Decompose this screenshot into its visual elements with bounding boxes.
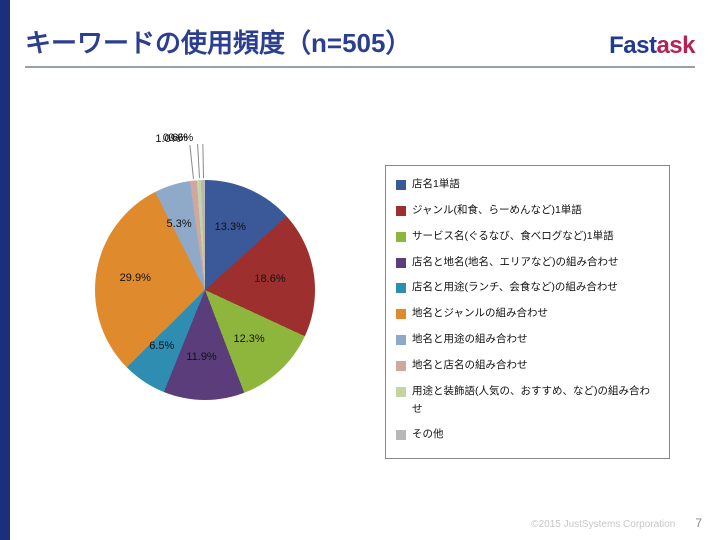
legend-label: 店名1単語 bbox=[412, 176, 659, 194]
legend-swatch bbox=[396, 335, 406, 345]
header: キーワードの使用頻度（n=505） Fastask bbox=[25, 18, 695, 68]
logo-prefix: Fast bbox=[609, 32, 656, 59]
slice-label: 12.3% bbox=[234, 333, 265, 345]
legend-item: 地名とジャンルの組み合わせ bbox=[396, 305, 659, 323]
pie-chart-area: 13.3%18.6%12.3%11.9%6.5%29.9%5.3%1.0%0.6… bbox=[60, 140, 350, 430]
slice-label: 5.3% bbox=[167, 218, 192, 230]
legend-swatch bbox=[396, 430, 406, 440]
legend-item: 用途と装飾語(人気の、おすすめ、など)の組み合わせ bbox=[396, 383, 659, 419]
left-accent-bar bbox=[0, 0, 10, 540]
legend-label: 用途と装飾語(人気の、おすすめ、など)の組み合わせ bbox=[412, 383, 659, 419]
legend-item: ジャンル(和食、らーめんなど)1単語 bbox=[396, 202, 659, 220]
legend-swatch bbox=[396, 258, 406, 268]
legend-swatch bbox=[396, 180, 406, 190]
legend-swatch bbox=[396, 232, 406, 242]
legend-label: 地名と店名の組み合わせ bbox=[412, 357, 659, 375]
legend-swatch bbox=[396, 309, 406, 319]
slice-label: 0.6% bbox=[168, 132, 193, 144]
leader-line bbox=[189, 145, 194, 179]
slice-label: 13.3% bbox=[215, 221, 246, 233]
page-title: キーワードの使用頻度（n=505） bbox=[25, 23, 411, 60]
legend-label: サービス名(ぐるなび、食べログなど)1単語 bbox=[412, 228, 659, 246]
slide-page: キーワードの使用頻度（n=505） Fastask 13.3% 18.6% 12.3… bbox=[0, 0, 720, 540]
pie-chart bbox=[95, 180, 315, 400]
legend-label: 地名と用途の組み合わせ bbox=[412, 331, 659, 349]
leader-line bbox=[197, 144, 200, 178]
pie-wrap: 13.3%18.6%12.3%11.9%6.5%29.9%5.3%1.0%0.6… bbox=[95, 180, 315, 400]
legend-item: 地名と店名の組み合わせ bbox=[396, 357, 659, 375]
legend-item: その他 bbox=[396, 426, 659, 444]
slice-label: 29.9% bbox=[120, 272, 151, 284]
slice-label: 11.9% bbox=[186, 351, 216, 363]
page-number: 7 bbox=[695, 516, 702, 530]
legend-label: 店名と地名(地名、エリアなど)の組み合わせ bbox=[412, 254, 659, 272]
legend-swatch bbox=[396, 361, 406, 371]
legend-label: ジャンル(和食、らーめんなど)1単語 bbox=[412, 202, 659, 220]
footer: ©2015 JustSystems Corporation 7 bbox=[531, 516, 702, 530]
legend-label: その他 bbox=[412, 426, 659, 444]
legend-item: 地名と用途の組み合わせ bbox=[396, 331, 659, 349]
brand-logo: Fastask bbox=[609, 32, 695, 60]
legend-swatch bbox=[396, 387, 406, 397]
logo-suffix: ask bbox=[656, 32, 695, 59]
legend-item: 店名1単語 bbox=[396, 176, 659, 194]
legend-label: 店名と用途(ランチ、会食など)の組み合わせ bbox=[412, 279, 659, 297]
copyright: ©2015 JustSystems Corporation bbox=[531, 519, 675, 530]
leader-line bbox=[202, 144, 204, 178]
legend-item: サービス名(ぐるなび、食べログなど)1単語 bbox=[396, 228, 659, 246]
legend-swatch bbox=[396, 283, 406, 293]
legend-swatch bbox=[396, 206, 406, 216]
slice-label: 6.5% bbox=[149, 340, 174, 352]
legend-label: 地名とジャンルの組み合わせ bbox=[412, 305, 659, 323]
legend-item: 店名と地名(地名、エリアなど)の組み合わせ bbox=[396, 254, 659, 272]
slice-label: 18.6% bbox=[254, 273, 285, 285]
legend: 店名1単語ジャンル(和食、らーめんなど)1単語サービス名(ぐるなび、食べログなど… bbox=[385, 165, 670, 459]
legend-item: 店名と用途(ランチ、会食など)の組み合わせ bbox=[396, 279, 659, 297]
